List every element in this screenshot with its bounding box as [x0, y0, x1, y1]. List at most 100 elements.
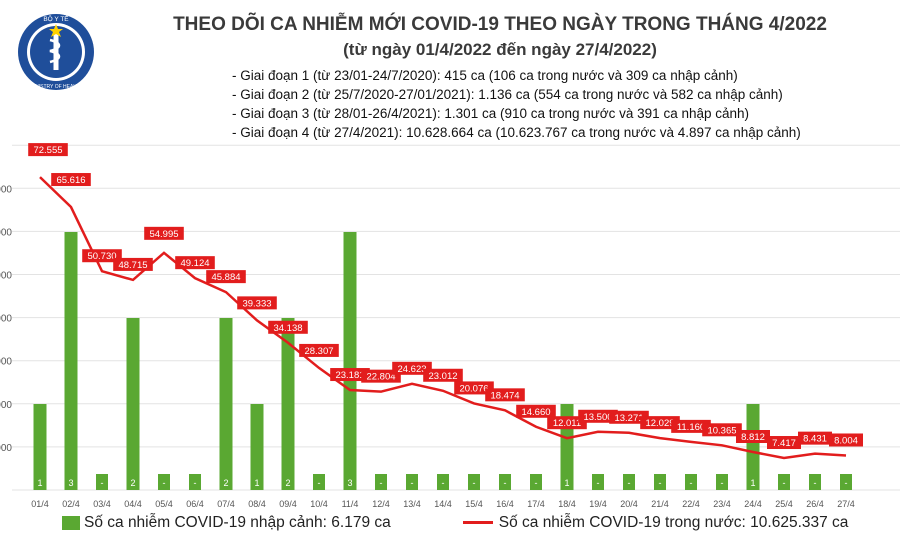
x-tick-09/4: 09/4: [279, 499, 297, 509]
bar-06/4: [189, 474, 201, 490]
bar-04/4: [126, 318, 140, 490]
legend: Số ca nhiễm COVID-19 nhập cảnh: 6.179 ca…: [62, 514, 848, 532]
x-tick-13/4: 13/4: [403, 499, 421, 509]
line-label-20/4: 13.271: [614, 413, 643, 424]
x-tick-25/4: 25/4: [775, 499, 793, 509]
bar-label-06/4: -: [194, 478, 197, 488]
line-label-14/4: 23.012: [428, 371, 457, 382]
x-tick-05/4: 05/4: [155, 499, 173, 509]
line-label-bg-23/4: [702, 423, 742, 437]
bar-19/4: [592, 474, 604, 490]
bar-11/4: [343, 232, 357, 490]
line-label-bg-12/4: [361, 369, 401, 383]
bar-label-22/4: -: [690, 478, 693, 488]
bar-12/4: [375, 474, 387, 490]
y-tick-label: 10000: [0, 271, 12, 282]
bar-14/4: [437, 474, 449, 490]
note-phase-4: - Giai đoạn 4 (từ 27/4/2021): 10.628.664…: [232, 125, 801, 140]
line-label-11/4: 23.181: [335, 370, 364, 381]
legend-bar-swatch: [62, 515, 80, 530]
bar-label-01/4: 1: [37, 478, 42, 488]
line-label-bg-24/4: [736, 429, 770, 443]
domestic-cases-line: [39, 176, 847, 460]
line-label-09/4: 34.138: [273, 323, 302, 334]
x-tick-26/4: 26/4: [806, 499, 824, 509]
y-tick-label: 2000: [0, 443, 12, 454]
line-label-bg-04/4: [113, 257, 153, 271]
svg-text:MINISTRY OF HEALTH: MINISTRY OF HEALTH: [30, 84, 83, 90]
bar-label-09/4: 2: [285, 478, 290, 488]
line-label-03/4: 50.730: [87, 251, 116, 262]
line-label-bg-16/4: [485, 388, 525, 402]
note-phase-2: - Giai đoạn 2 (từ 25/7/2020-27/01/2021):…: [232, 87, 783, 102]
bar-label-18/4: 1: [564, 478, 569, 488]
bar-label-17/4: -: [535, 478, 538, 488]
bar-label-11/4: 3: [347, 478, 352, 488]
x-tick-15/4: 15/4: [465, 499, 483, 509]
bar-07/4: [219, 318, 233, 490]
bar-08/4: [250, 404, 264, 490]
bar-05/4: [158, 474, 170, 490]
x-tick-16/4: 16/4: [496, 499, 514, 509]
x-tick-23/4: 23/4: [713, 499, 731, 509]
bar-label-13/4: -: [411, 478, 414, 488]
line-label-21/4: 12.029: [645, 418, 674, 429]
bar-27/4: [840, 474, 852, 490]
x-tick-07/4: 07/4: [217, 499, 235, 509]
line-label-bg-20/4: [609, 410, 649, 424]
chart-subtitle: (từ ngày 01/4/2022 đến ngày 27/4/2022): [343, 40, 657, 59]
bar-label-07/4: 2: [223, 478, 228, 488]
y-tick-label: 12000: [0, 227, 12, 238]
bar-label-16/4: -: [504, 478, 507, 488]
line-label-22/4: 11.160: [677, 422, 705, 433]
phase-notes: - Giai đoạn 1 (từ 23/01-24/7/2020): 415 …: [232, 66, 801, 142]
bar-10/4: [313, 474, 325, 490]
y-tick-label: 6000: [0, 357, 12, 368]
bar-label-25/4: -: [783, 478, 786, 488]
x-tick-08/4: 08/4: [248, 499, 266, 509]
x-tick-19/4: 19/4: [589, 499, 607, 509]
line-label-bg-18/4: [547, 416, 587, 430]
x-tick-27/4: 27/4: [837, 499, 855, 509]
bar-label-19/4: -: [597, 478, 600, 488]
bar-label-03/4: -: [101, 478, 104, 488]
line-label-bg-15/4: [454, 381, 494, 395]
y-tick-label: 4000: [0, 400, 12, 411]
x-tick-17/4: 17/4: [527, 499, 545, 509]
x-tick-18/4: 18/4: [558, 499, 576, 509]
x-tick-14/4: 14/4: [434, 499, 452, 509]
line-label-bg-14/4: [423, 368, 463, 382]
line-label-bg-02/4: [51, 173, 91, 187]
bar-02/4: [64, 232, 78, 490]
bar-16/4: [499, 474, 511, 490]
x-tick-01/4: 01/4: [31, 499, 49, 509]
line-label-bg-26/4: [798, 431, 832, 445]
x-tick-06/4: 06/4: [186, 499, 204, 509]
line-label-bg-13/4: [392, 361, 432, 375]
line-label-19/4: 13.500: [583, 412, 612, 423]
bar-03/4: [96, 474, 108, 490]
line-label-10/4: 28.307: [304, 346, 333, 357]
line-label-bg-27/4: [829, 433, 863, 447]
note-phase-3: - Giai đoạn 3 (từ 28/01-26/4/2021): 1.30…: [232, 106, 750, 121]
x-tick-02/4: 02/4: [62, 499, 80, 509]
bar-label-08/4: 1: [254, 478, 259, 488]
x-tick-04/4: 04/4: [124, 499, 142, 509]
bar-26/4: [809, 474, 821, 490]
bar-01/4: [33, 404, 47, 490]
legend-line-label: Số ca nhiễm COVID-19 trong nước: 10.625.…: [498, 514, 849, 531]
line-label-bg-25/4: [767, 436, 801, 450]
bar-09/4: [281, 318, 295, 490]
y-tick-label: 14000: [0, 184, 12, 195]
line-label-bg-09/4: [268, 320, 308, 334]
bar-15/4: [468, 474, 480, 490]
bar-label-21/4: -: [659, 478, 662, 488]
legend-line-swatch: [462, 521, 493, 525]
line-label-17/4: 14.660: [521, 407, 550, 418]
bar-25/4: [778, 474, 790, 490]
line-label-04/4: 48.715: [118, 260, 147, 271]
line-label-bg-17/4: [516, 404, 556, 418]
bar-13/4: [406, 474, 418, 490]
line-label-bg-01/4: [28, 143, 68, 157]
